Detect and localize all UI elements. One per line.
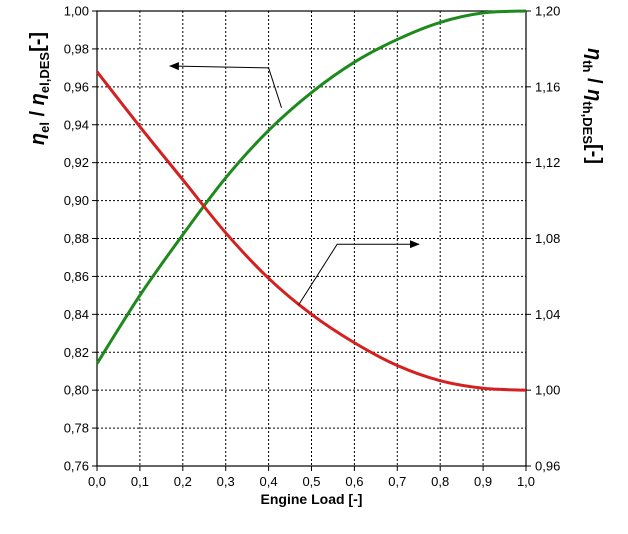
y-left-tick-label: 0,88 (64, 231, 89, 246)
axis-ticks (92, 10, 531, 471)
x-tick-label: 0,8 (431, 474, 449, 489)
y-right-tick-label: 1,00 (535, 383, 560, 398)
y-right-tick-label: 1,20 (535, 4, 560, 19)
y-left-tick-label: 1,00 (64, 4, 89, 19)
plot-frame (96, 10, 527, 467)
grid (97, 11, 526, 466)
y-left-tick-label: 0,90 (64, 193, 89, 208)
y-right-tick-label: 1,04 (535, 307, 560, 322)
y-right-symbol: η (583, 48, 605, 60)
y-left-symbol: η (27, 133, 49, 145)
y-right-sep: / (583, 73, 605, 90)
x-tick-label: 0,1 (131, 474, 149, 489)
x-tick-label: 0,4 (260, 474, 278, 489)
y-right-sub2: th,DES (580, 101, 595, 144)
y-left-tick-label: 0,98 (64, 41, 89, 56)
annotation-arrow-right (298, 240, 420, 306)
y-left-sub2: el,DES (37, 52, 52, 94)
y-right-tick-label: 1,12 (535, 155, 560, 170)
series-line-right-axis (95, 70, 527, 392)
y-right-tick-label: 0,96 (535, 459, 560, 474)
annotation-arrow-left (168, 62, 282, 108)
x-tick-label: 0,0 (88, 474, 106, 489)
series (95, 9, 527, 392)
y-left-tick-label: 0,86 (64, 269, 89, 284)
y-left-tick-label: 0,96 (64, 79, 89, 94)
y-left-tick-label: 0,76 (64, 459, 89, 474)
x-tick-label: 0,2 (174, 474, 192, 489)
x-tick-label: 0,3 (217, 474, 235, 489)
series-line-left-axis (95, 9, 527, 365)
x-tick-label: 0,9 (474, 474, 492, 489)
y-left-tick-label: 0,94 (64, 117, 89, 132)
y-left-tick-label: 0,84 (64, 307, 89, 322)
y-axis-left-title: ηel / ηel,DES[-] (27, 32, 52, 145)
y-left-tick-label: 0,82 (64, 345, 89, 360)
y-right-tick-label: 1,08 (535, 231, 560, 246)
x-axis-title: Engine Load [-] (261, 491, 363, 507)
y-right-symbol2: η (583, 89, 605, 101)
y-left-tick-label: 0,78 (64, 421, 89, 436)
x-tick-label: 0,6 (345, 474, 363, 489)
y-right-sub1: th (580, 60, 595, 72)
y-right-tick-label: 1,16 (535, 79, 560, 94)
y-left-symbol2: η (27, 93, 49, 105)
y-left-tick-label: 0,92 (64, 155, 89, 170)
annotations (168, 62, 420, 306)
x-tick-label: 0,7 (388, 474, 406, 489)
x-tick-label: 1,0 (517, 474, 535, 489)
y-left-tick-label: 0,80 (64, 383, 89, 398)
y-left-sub1: el (37, 122, 52, 133)
y-left-unit: [-] (27, 32, 49, 52)
x-tick-label: 0,5 (302, 474, 320, 489)
tick-labels: 0,0 0,1 0,2 0,3 0,4 0,5 0,6 0,7 0,8 0,9 1,0 0,76 0,7… (64, 4, 561, 490)
y-right-unit: [-] (583, 144, 605, 164)
y-left-sep: / (27, 105, 49, 122)
y-axis-right-title: ηth / ηth,DES[-] (580, 48, 605, 164)
